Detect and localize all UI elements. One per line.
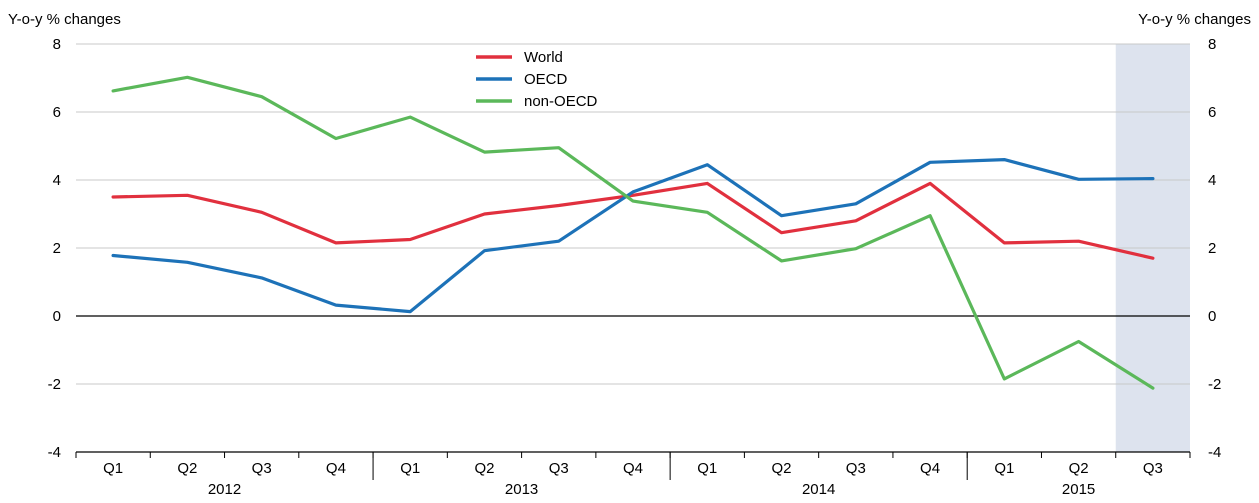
y-tick-label-right: -4	[1208, 444, 1221, 461]
y-tick-label-right: 0	[1208, 308, 1216, 325]
y-tick-label-right: 6	[1208, 104, 1216, 121]
y-tick-label-left: -4	[48, 444, 61, 461]
y-tick-label-left: 4	[53, 172, 61, 189]
legend-label-non-oecd: non-OECD	[524, 93, 598, 110]
x-tick-label: Q2	[772, 460, 792, 477]
y-axis-label-left: Y-o-y % changes	[8, 11, 121, 28]
x-tick-label: Q4	[326, 460, 346, 477]
x-tick-label: Q1	[400, 460, 420, 477]
y-axis-label-right: Y-o-y % changes	[1138, 11, 1251, 28]
x-tick-label: Q4	[920, 460, 940, 477]
y-tick-label-right: 2	[1208, 240, 1216, 257]
year-label: 2013	[505, 481, 538, 498]
series-line-non-oecd	[111, 75, 1155, 390]
year-label: 2014	[802, 481, 835, 498]
y-tick-label-left: 2	[53, 240, 61, 257]
x-tick-label: Q3	[252, 460, 272, 477]
x-tick-label: Q3	[1143, 460, 1163, 477]
grid-layer	[76, 43, 1190, 385]
legend: World OECD non-OECD	[476, 49, 598, 110]
y-tick-label-right: 4	[1208, 172, 1216, 189]
x-tick-label: Q2	[1069, 460, 1089, 477]
x-tick-label: Q4	[623, 460, 643, 477]
x-tick-label: Q2	[177, 460, 197, 477]
y-tick-label-left: 6	[53, 104, 61, 121]
x-tick-label: Q3	[549, 460, 569, 477]
series-line-oecd	[111, 158, 1155, 314]
series-layer	[111, 75, 1155, 390]
y-tick-label-left: 8	[53, 36, 61, 53]
year-label: 2015	[1062, 481, 1095, 498]
x-tick-label: Q2	[474, 460, 494, 477]
y-tick-label-right: -2	[1208, 376, 1221, 393]
x-tick-label: Q1	[103, 460, 123, 477]
y-tick-label-left: 0	[53, 308, 61, 325]
year-label: 2012	[208, 481, 241, 498]
y-tick-label-left: -2	[48, 376, 61, 393]
y-tick-label-right: 8	[1208, 36, 1216, 53]
x-tick-label: Q1	[697, 460, 717, 477]
x-tick-label: Q3	[846, 460, 866, 477]
legend-label-oecd: OECD	[524, 71, 568, 88]
legend-label-world: World	[524, 49, 563, 66]
x-tick-label: Q1	[994, 460, 1014, 477]
series-line-world	[111, 181, 1155, 260]
axis-layer: -4 -4 -2 -2 0 0 2 2 4 4 6 6 8 8 Q1 Q2 Q3 Q4 Q1 Q2 Q3 Q4 Q1 Q2 Q3…	[48, 36, 1222, 498]
